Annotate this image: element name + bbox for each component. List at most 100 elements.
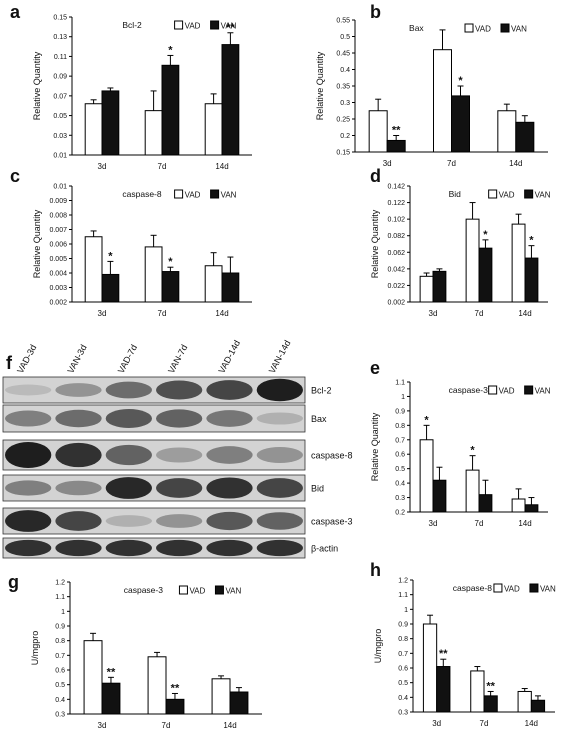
legend-swatch-vad [464,23,474,33]
bar-vad [511,498,526,513]
bar-van [478,247,493,303]
x-tick-label: 14d [518,519,531,528]
x-tick-label: 7d [475,309,484,318]
blot-band [5,384,52,396]
blot-band [105,444,152,466]
blot-band [5,480,52,496]
chart-panel-c: c 0.002 0.003 0.004 0.005 0.006 0.007 0.008 0.00… [10,166,252,318]
bar-van [451,95,470,153]
chart-panel-e: e 0.2 0.3 0.4 0.5 0.6 0.7 0.8 0.9 1 1.1 Relative Qu… [370,358,551,528]
chart-panel-b: b 0.15 0.2 0.25 0.3 0.35 0.4 0.45 0.5 0.55 Relativ… [315,2,548,168]
y-axis-label: Relative Quantity [32,209,42,278]
bar-van [101,682,121,715]
x-tick-label: 3d [98,309,107,318]
panel-label: d [370,166,381,186]
blot-band [156,447,203,463]
bar-van [432,270,447,303]
y-tick-label: 0.6 [398,666,408,673]
blot-row-label: caspase-8 [311,451,353,461]
bar-vad [84,103,103,156]
x-tick-label: 3d [432,719,441,728]
legend-swatch-vad [493,583,503,593]
y-tick-label: 1.2 [55,580,65,587]
blot-row-label: β-actin [311,544,338,554]
panel-label: f [6,353,13,373]
x-tick-label: 3d [98,162,107,171]
legend-swatch-van [500,23,510,33]
y-tick-label: 0.01 [53,184,67,191]
y-tick-label: 0.008 [49,213,67,220]
legend-label-van: VAN [535,191,551,200]
blot-band [5,441,52,469]
legend-swatch-vad [178,585,188,595]
y-tick-label: 0.3 [340,100,350,107]
chart-title: caspase-8 [122,189,161,199]
x-tick-label: 3d [98,721,107,730]
blot-band [55,383,102,397]
bar-vad [211,678,231,715]
y-tick-label: 0.45 [336,51,350,58]
y-tick-label: 0.7 [55,653,65,660]
x-tick-label: 14d [215,162,228,171]
blot-band [256,512,303,530]
panel-label: c [10,166,20,186]
legend-swatch-van [210,189,220,199]
blot-band [156,409,203,428]
y-tick-label: 0.006 [49,242,67,249]
y-tick-label: 0.007 [49,227,67,234]
x-tick-label: 3d [383,159,392,168]
chart-title: Bid [449,189,462,199]
y-tick-label: 0.5 [340,34,350,41]
blot-band [256,478,303,498]
blot-band [156,380,203,400]
y-tick-label: 0.09 [53,74,67,81]
legend-label-van: VAN [540,585,556,594]
legend-label-vad: VAD [499,191,515,200]
blot-row: β-actin [2,537,338,559]
y-tick-label: 1.1 [398,592,408,599]
y-tick-label: 1.1 [55,594,65,601]
y-tick-label: 0.55 [336,18,350,25]
x-tick-label: 14d [509,159,522,168]
significance-mark: ** [392,125,401,137]
y-axis-label: Relative Quantity [315,51,325,120]
x-tick-label: 7d [480,719,489,728]
bar-van [161,64,180,156]
chart-panel-d: d 0.002 0.022 0.042 0.062 0.082 0.102 0.122 0.14… [370,166,551,318]
blot-band [55,539,102,557]
bar-vad [465,218,480,303]
y-tick-label: 0.4 [55,697,65,704]
y-tick-label: 0.6 [55,668,65,675]
y-tick-label: 0.002 [49,300,67,307]
legend-label-van: VAN [511,25,527,34]
y-tick-label: 0.15 [53,15,67,22]
legend-label-van: VAN [221,22,237,31]
chart-title: Bax [409,23,424,33]
y-tick-label: 0.7 [395,437,405,444]
lane-label: VAD-3d [15,343,38,375]
x-tick-label: 3d [429,519,438,528]
blot-row-label: Bcl-2 [311,386,332,396]
x-tick-label: 14d [525,719,538,728]
significance-mark: ** [439,648,448,660]
y-tick-label: 0.15 [336,150,350,157]
bar-vad [465,469,480,513]
chart-panel-a: a 0.01 0.03 0.05 0.07 0.09 0.11 0.13 0.15 Relativ… [10,2,252,171]
y-tick-label: 0.022 [387,283,405,290]
y-tick-label: 0.142 [387,184,405,191]
lane-label: VAN-3d [65,343,88,375]
y-tick-label: 0.002 [387,300,405,307]
lane-label: VAN-14d [267,339,293,375]
blot-band [105,381,152,399]
panel-label: a [10,2,21,22]
bar-van [530,699,546,713]
blot-row: Bcl-2 [2,376,332,404]
y-tick-label: 0.009 [49,198,67,205]
y-tick-label: 0.9 [55,624,65,631]
legend-swatch-vad [488,385,498,395]
panel-label: g [8,572,19,592]
blot-row-label: Bax [311,414,327,424]
y-tick-label: 1 [61,609,65,616]
blot-row: Bax [2,404,327,433]
lane-label: VAD-14d [216,339,242,375]
